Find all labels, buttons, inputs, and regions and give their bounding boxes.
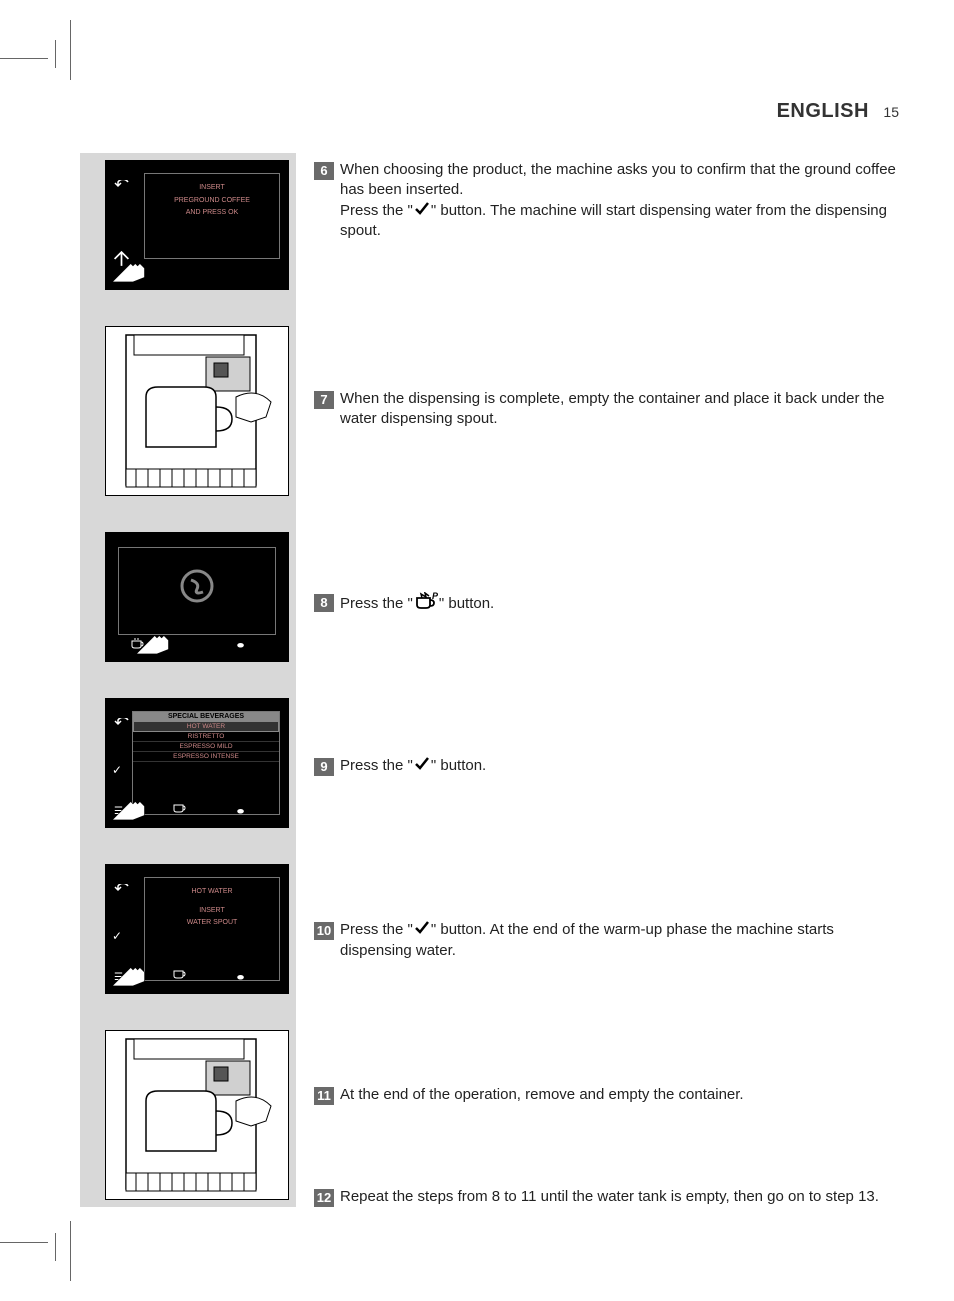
cup-icon [172,967,186,985]
menu-item: HOT WATER [133,721,279,732]
hand-pointer-icon [110,953,156,989]
instruction-column: 6 When choosing the product, the machine… [314,153,899,1207]
crop-mark [70,1221,71,1281]
bean-icon: ⬬ [237,641,244,651]
crop-mark [70,20,71,80]
back-icon [114,179,130,195]
step-number: 8 [314,594,334,612]
step-text: Press the "" button. At the end of the w… [340,920,899,961]
step-10: 10 Press the "" button. At the end of th… [314,920,899,961]
step-text: Press the "" button. [340,756,899,776]
illustration-empty-container [105,326,289,496]
back-icon [114,883,130,899]
step-11: 11 At the end of the operation, remove a… [314,1085,899,1105]
screen-thumb-menu: SPECIAL BEVERAGES HOT WATER RISTRETTO ES… [105,698,289,828]
crop-mark [55,40,56,68]
step-text: Press the "P" button. [340,592,899,616]
hand-pointer-icon [110,787,156,823]
step-number: 11 [314,1087,334,1105]
screen-thumb-insert-preground: INSERT PREGROUND COFFEE AND PRESS OK [105,160,289,290]
screen-line: HOT WATER [145,886,279,899]
page-number: 15 [883,104,899,120]
step-text: Repeat the steps from 8 to 11 until the … [340,1187,899,1207]
step-number: 7 [314,391,334,409]
crop-mark [0,1242,48,1243]
thumbnail-column: INSERT PREGROUND COFFEE AND PRESS OK [80,153,296,1207]
crop-mark [0,58,48,59]
step-8: 8 Press the "P" button. [314,592,899,616]
step-9: 9 Press the "" button. [314,756,899,776]
page-content: ENGLISH 15 INSERT PREGROUND COFFEE AND P… [80,100,899,1241]
screen-line: INSERT [145,905,279,918]
cup-icon [130,637,144,655]
step-7: 7 When the dispensing is complete, empty… [314,389,899,430]
step-text: When the dispensing is complete, empty t… [340,389,899,430]
menu-item: ESPRESSO INTENSE [133,752,279,762]
step-12: 12 Repeat the steps from 8 to 11 until t… [314,1187,899,1207]
screen-line: INSERT [145,182,279,195]
menu-item: RISTRETTO [133,732,279,742]
step-number: 10 [314,922,334,940]
screen-thumb-hotwater: HOT WATER INSERT WATER SPOUT ✓ ☰ ⬬ [105,864,289,994]
check-icon [414,201,430,221]
menu-item: ESPRESSO MILD [133,742,279,752]
step-number: 12 [314,1189,334,1207]
back-icon [114,717,130,733]
step-text: At the end of the operation, remove and … [340,1085,899,1105]
screen-thumb-logo: ⬬ [105,532,289,662]
screen-message: INSERT PREGROUND COFFEE AND PRESS OK [144,173,280,259]
check-icon [414,920,430,940]
bean-icon: ⬬ [237,807,244,817]
illustration-remove-container [105,1030,289,1200]
page-header: ENGLISH 15 [80,100,899,123]
screen-line: PREGROUND COFFEE [145,195,279,208]
check-icon [414,756,430,776]
step-6: 6 When choosing the product, the machine… [314,160,899,241]
screen-line: WATER SPOUT [145,917,279,930]
step-text: When choosing the product, the machine a… [340,160,899,241]
step-number: 6 [314,162,334,180]
language-label: ENGLISH [777,100,869,122]
check-icon: ✓ [112,763,122,777]
cup-icon [172,801,186,819]
special-cup-icon: P [414,592,438,616]
brand-logo-icon [180,569,214,608]
menu-title: SPECIAL BEVERAGES [133,712,279,721]
crop-mark [55,1233,56,1261]
svg-text:P: P [432,592,438,601]
check-icon: ✓ [112,929,122,943]
screen-line: AND PRESS OK [145,207,279,220]
hand-pointer-icon [110,249,156,285]
step-number: 9 [314,758,334,776]
screen-message: HOT WATER INSERT WATER SPOUT [144,877,280,981]
bean-icon: ⬬ [237,973,244,983]
